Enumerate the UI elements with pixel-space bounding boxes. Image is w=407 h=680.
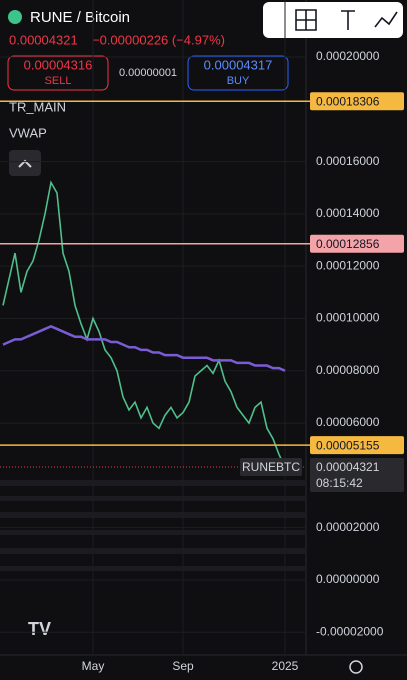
price-change: −0.00000226 (−4.97%) xyxy=(92,32,225,47)
level-label-bg xyxy=(310,92,404,111)
buy-price[interactable]: 0.00004317 xyxy=(204,57,273,72)
sell-label[interactable]: SELL xyxy=(45,75,72,87)
sell-price[interactable]: 0.00004316 xyxy=(24,57,93,72)
x-tick-label: 2025 xyxy=(272,659,299,673)
y-tick-label: 0.00012000 xyxy=(316,258,380,272)
collapse-button[interactable] xyxy=(9,150,41,176)
y-tick-label: 0.00010000 xyxy=(316,311,380,325)
toolbar xyxy=(263,2,403,38)
spread: 0.00000001 xyxy=(119,67,177,79)
collapse-icon xyxy=(18,159,32,168)
volume-bands xyxy=(0,480,305,571)
y-tick-label: 0.00008000 xyxy=(316,363,380,377)
level-label: 0.00018306 xyxy=(316,94,380,108)
level-label: 0.00005155 xyxy=(316,438,380,452)
logo: TV xyxy=(28,619,51,639)
current-price-bg xyxy=(310,457,404,492)
current-name-bg xyxy=(240,457,302,476)
price-line xyxy=(2,180,286,468)
level-label-bg xyxy=(310,436,404,455)
level-label: 0.00012856 xyxy=(316,237,380,251)
sell-button[interactable] xyxy=(7,55,109,91)
current-price: 0.00004321 xyxy=(316,460,380,474)
y-tick-label: 0.00014000 xyxy=(316,206,380,220)
symbol-icon xyxy=(8,10,22,24)
y-tick-label: 0.00016000 xyxy=(316,154,380,168)
price-line xyxy=(2,324,286,372)
last-price: 0.00004321 xyxy=(9,32,78,47)
x-tick-label: Sep xyxy=(172,659,194,673)
level-label-bg xyxy=(310,234,404,253)
buy-label[interactable]: BUY xyxy=(227,75,250,87)
x-tick-label: May xyxy=(82,659,105,673)
indicator-label: VWAP xyxy=(9,125,47,140)
settings-icon[interactable] xyxy=(349,660,363,674)
y-tick-label: 0.00020000 xyxy=(316,49,380,63)
y-tick-label: 0.00006000 xyxy=(316,415,380,429)
symbol: RUNE / Bitcoin xyxy=(30,9,130,26)
countdown: 08:15:42 xyxy=(316,476,363,490)
current-name: RUNEBTC xyxy=(242,460,300,474)
y-tick-label: 0.00002000 xyxy=(316,520,380,534)
indicator-label: TR_MAIN xyxy=(9,99,66,114)
y-tick-label: -0.00002000 xyxy=(316,624,384,638)
buy-button[interactable] xyxy=(187,55,289,91)
y-tick-label: 0.00000000 xyxy=(316,572,380,586)
toolbar-icons[interactable] xyxy=(295,9,398,31)
